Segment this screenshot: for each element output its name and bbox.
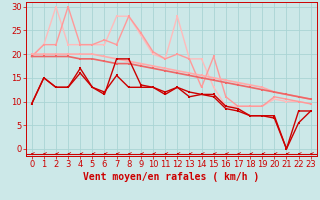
X-axis label: Vent moyen/en rafales ( km/h ): Vent moyen/en rafales ( km/h ) bbox=[83, 172, 259, 182]
